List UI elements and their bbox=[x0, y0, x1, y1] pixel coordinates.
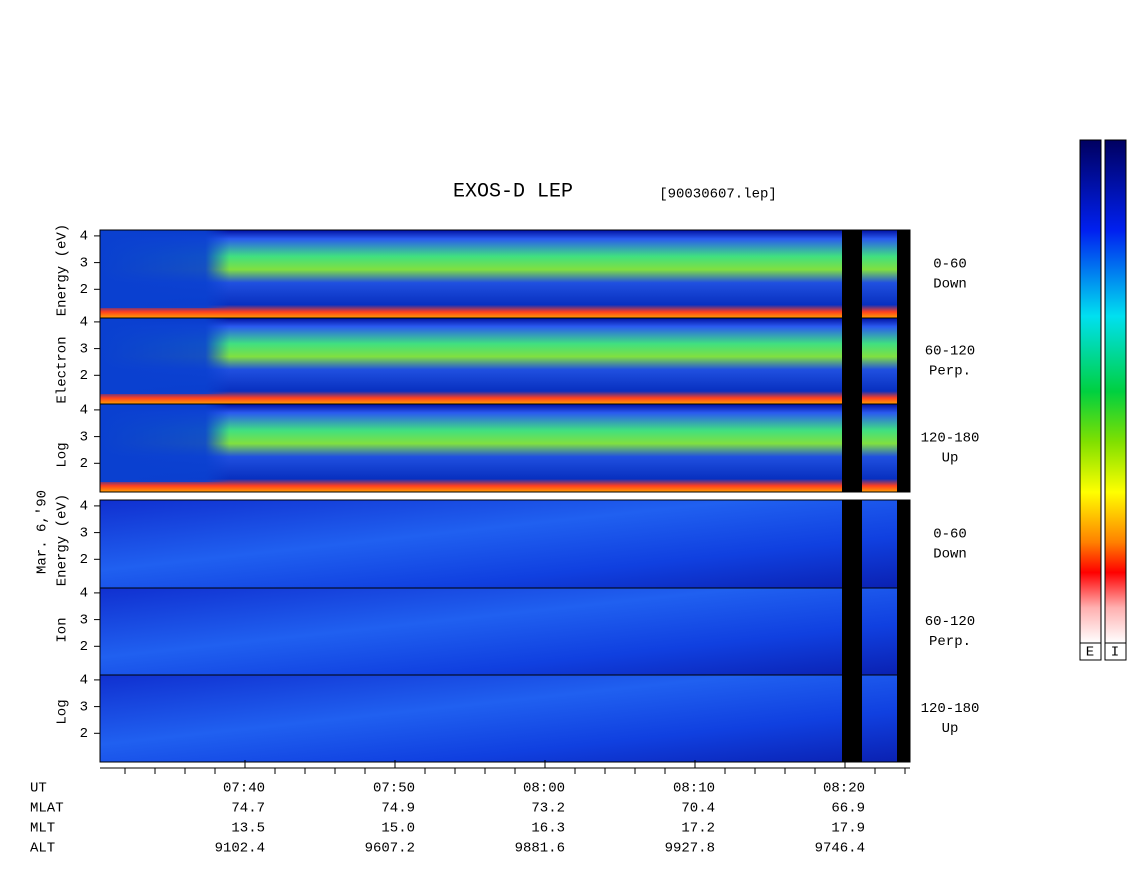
data-gap bbox=[897, 500, 910, 588]
row-value: 17.9 bbox=[831, 821, 865, 837]
row-value: 9746.4 bbox=[815, 841, 865, 857]
panel-label: 60-120 bbox=[925, 614, 975, 630]
row-value: 16.3 bbox=[531, 821, 565, 837]
axis-label: Electron bbox=[55, 336, 71, 403]
row-value: 08:10 bbox=[673, 781, 715, 797]
data-gap bbox=[842, 588, 862, 675]
y-tick-label: 2 bbox=[80, 282, 88, 298]
y-tick-label: 4 bbox=[80, 315, 88, 331]
y-tick-label: 2 bbox=[80, 456, 88, 472]
panel-sublabel: Up bbox=[942, 451, 959, 467]
y-tick-label: 3 bbox=[80, 699, 88, 715]
data-gap bbox=[897, 675, 910, 762]
axis-label: Ion bbox=[55, 617, 71, 642]
colorbar-box bbox=[1079, 642, 1102, 661]
data-gap bbox=[842, 230, 862, 318]
y-tick-label: 4 bbox=[80, 229, 88, 245]
y-tick-label: 2 bbox=[80, 639, 88, 655]
title: EXOS-D LEP bbox=[453, 180, 573, 203]
row-value: 07:50 bbox=[373, 781, 415, 797]
panel-label: 120-180 bbox=[921, 431, 980, 447]
row-value: 17.2 bbox=[681, 821, 715, 837]
row-value: 74.9 bbox=[381, 801, 415, 817]
row-value: 9927.8 bbox=[665, 841, 715, 857]
row-value: 73.2 bbox=[531, 801, 565, 817]
panel-sublabel: Down bbox=[933, 277, 967, 293]
panel-frame bbox=[99, 403, 911, 493]
row-value: 9607.2 bbox=[365, 841, 415, 857]
data-gap bbox=[897, 318, 910, 404]
axis-label: Log bbox=[55, 699, 71, 724]
data-gap bbox=[842, 675, 862, 762]
spectrogram bbox=[100, 588, 910, 675]
panel-label: 120-180 bbox=[921, 701, 980, 717]
row-value: 66.9 bbox=[831, 801, 865, 817]
plot: EXOS-D LEP [90030607.lep] Mar. 6,'90 E I bbox=[35, 139, 1127, 769]
row-name: MLT bbox=[30, 821, 55, 837]
axis-label: Log bbox=[55, 442, 71, 467]
panel-label: 0-60 bbox=[933, 257, 967, 273]
row-name: UT bbox=[30, 781, 47, 797]
spectrogram-shade bbox=[100, 230, 910, 308]
data-gap bbox=[897, 404, 910, 492]
colorbar-label: I bbox=[1111, 645, 1119, 661]
row-value: 74.7 bbox=[231, 801, 265, 817]
y-tick-label: 3 bbox=[80, 525, 88, 541]
data-gap bbox=[842, 404, 862, 492]
panel-label: 0-60 bbox=[933, 527, 967, 543]
spectrogram bbox=[100, 675, 910, 762]
y-tick-label: 3 bbox=[80, 429, 88, 445]
y-tick-label: 4 bbox=[80, 403, 88, 419]
y-tick-label: 4 bbox=[80, 673, 88, 689]
y-tick-label: 4 bbox=[80, 586, 88, 602]
y-tick-label: 4 bbox=[80, 499, 88, 515]
date-label: Mar. 6,'90 bbox=[35, 490, 51, 574]
panel-sublabel: Perp. bbox=[929, 364, 971, 380]
row-value: 08:00 bbox=[523, 781, 565, 797]
spectrogram-shade bbox=[100, 404, 910, 482]
y-tick-label: 3 bbox=[80, 255, 88, 271]
colorbar-label: E bbox=[1086, 645, 1094, 661]
data-gap bbox=[897, 588, 910, 675]
colorbar-i bbox=[1104, 139, 1127, 644]
row-value: 08:20 bbox=[823, 781, 865, 797]
y-tick-label: 3 bbox=[80, 341, 88, 357]
panel-label: 60-120 bbox=[925, 344, 975, 360]
data-gap bbox=[842, 318, 862, 404]
row-value: 07:40 bbox=[223, 781, 265, 797]
row-value: 9881.6 bbox=[515, 841, 565, 857]
panel-frame bbox=[99, 674, 911, 763]
data-gap bbox=[897, 230, 910, 318]
axis-label: Energy (eV) bbox=[55, 494, 71, 586]
row-value: 70.4 bbox=[681, 801, 715, 817]
row-value: 9102.4 bbox=[215, 841, 265, 857]
file-name: [90030607.lep] bbox=[659, 187, 777, 203]
panel-sublabel: Perp. bbox=[929, 634, 971, 650]
y-tick-label: 3 bbox=[80, 612, 88, 628]
y-tick-label: 2 bbox=[80, 368, 88, 384]
row-value: 15.0 bbox=[381, 821, 415, 837]
row-value: 13.5 bbox=[231, 821, 265, 837]
data-gap bbox=[842, 500, 862, 588]
colorbar-e bbox=[1079, 139, 1102, 644]
y-tick-label: 2 bbox=[80, 552, 88, 568]
row-name: MLAT bbox=[30, 801, 64, 817]
spectrogram-shade bbox=[100, 318, 910, 394]
colorbar-box bbox=[1104, 642, 1127, 661]
axis-label: Energy (eV) bbox=[55, 224, 71, 316]
panel-sublabel: Down bbox=[933, 547, 967, 563]
y-tick-label: 2 bbox=[80, 726, 88, 742]
panel-sublabel: Up bbox=[942, 721, 959, 737]
spectrogram bbox=[100, 500, 910, 588]
row-name: ALT bbox=[30, 841, 55, 857]
